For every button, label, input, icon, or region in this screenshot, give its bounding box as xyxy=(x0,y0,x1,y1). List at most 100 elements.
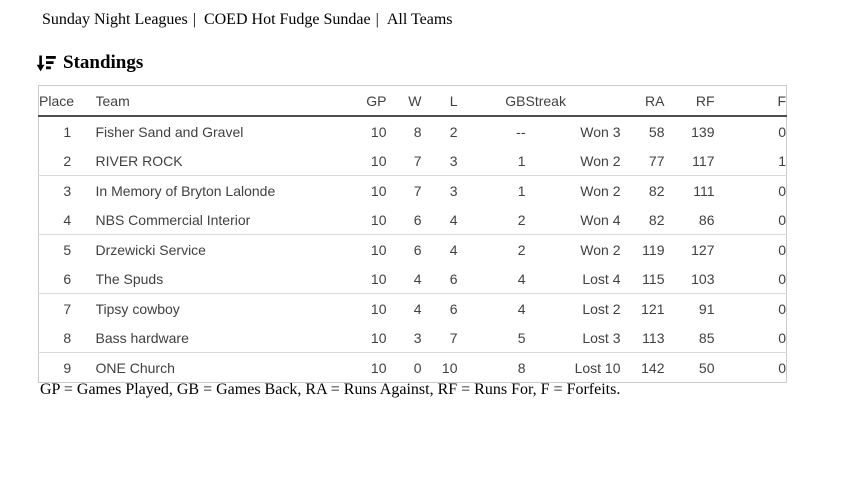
table-row: 7 Tipsy cowboy 10 4 6 4 Lost 2 121 91 0 xyxy=(39,294,787,324)
cell-f: 0 xyxy=(778,300,786,317)
cell-gp: 10 xyxy=(370,300,387,317)
breadcrumb-league: Sunday Night Leagues xyxy=(42,11,188,28)
cell-team: The Spuds xyxy=(95,264,341,294)
cell-streak: Lost 4 xyxy=(525,264,621,294)
cell-w: 7 xyxy=(413,182,422,199)
cell-streak: Won 2 xyxy=(580,182,621,199)
cell-place: 3 xyxy=(63,182,72,199)
cell-team: Fisher Sand and Gravel xyxy=(95,123,244,140)
column-header-gp: GP xyxy=(340,85,387,117)
cell-gb: 1 xyxy=(457,146,526,176)
cell-ra: 119 xyxy=(642,241,665,258)
sort-descending-icon xyxy=(36,55,56,72)
table-header-row: Place Team GP W L GB Streak RA RF F xyxy=(38,85,787,117)
cell-streak: Won 4 xyxy=(525,205,621,235)
cell-streak: Lost 2 xyxy=(582,300,621,317)
cell-l: 10 xyxy=(441,359,458,376)
cell-l: 2 xyxy=(449,123,458,140)
cell-gp: 10 xyxy=(340,205,387,235)
cell-w: 3 xyxy=(386,323,422,353)
cell-gp: 10 xyxy=(370,359,387,376)
breadcrumb-separator: | xyxy=(192,11,196,28)
cell-team: In Memory of Bryton Lalonde xyxy=(95,182,276,199)
cell-gb: 2 xyxy=(517,241,526,258)
cell-ra: 115 xyxy=(620,264,665,294)
cell-team: RIVER ROCK xyxy=(95,146,341,176)
cell-gb: 4 xyxy=(517,300,526,317)
cell-f: 0 xyxy=(778,123,786,140)
table-row: 6 The Spuds 10 4 6 4 Lost 4 115 103 0 xyxy=(38,264,787,294)
cell-team: Drzewicki Service xyxy=(95,241,206,258)
cell-team: Bass hardware xyxy=(95,323,341,353)
cell-l: 4 xyxy=(421,205,458,235)
column-header-l: L xyxy=(421,85,458,117)
column-header-gb: GB xyxy=(457,85,526,117)
cell-f: 0 xyxy=(778,359,786,376)
cell-streak: Lost 10 xyxy=(574,359,621,376)
cell-gp: 10 xyxy=(370,123,387,140)
cell-w: 6 xyxy=(413,241,422,258)
cell-rf: 91 xyxy=(698,300,715,317)
breadcrumb-division: COED Hot Fudge Sundae xyxy=(203,11,371,28)
cell-f: 0 xyxy=(778,182,786,199)
standings-title: Standings xyxy=(63,52,144,73)
cell-l: 3 xyxy=(449,182,458,199)
cell-team: ONE Church xyxy=(95,359,175,376)
column-header-team: Team xyxy=(95,85,341,117)
cell-rf: 103 xyxy=(664,264,715,294)
column-header-streak: Streak xyxy=(525,85,621,117)
cell-team: Tipsy cowboy xyxy=(95,300,180,317)
cell-ra: 121 xyxy=(641,300,665,317)
table-row: 5 Drzewicki Service 10 6 4 2 Won 2 119 127 0 xyxy=(39,235,787,265)
cell-ra: 113 xyxy=(620,323,665,353)
standings-table: Place Team GP W L GB Streak RA RF F 1 Fis… xyxy=(38,85,787,383)
standings-heading: Standings xyxy=(36,52,143,74)
cell-gb: 5 xyxy=(457,323,526,353)
table-row: 8 Bass hardware 10 3 7 5 Lost 3 113 85 0 xyxy=(38,323,787,353)
cell-rf: 86 xyxy=(664,205,715,235)
column-header-ra: RA xyxy=(620,85,665,117)
cell-place: 2 xyxy=(38,146,96,176)
table-row: 2 RIVER ROCK 10 7 3 1 Won 2 77 117 1 xyxy=(38,146,787,176)
cell-gp: 10 xyxy=(340,146,387,176)
cell-gp: 10 xyxy=(340,264,387,294)
column-header-f: F xyxy=(714,85,787,117)
cell-streak: Won 3 xyxy=(580,123,621,140)
cell-gb: 4 xyxy=(457,264,526,294)
breadcrumb: Sunday Night Leagues | COED Hot Fudge Sund… xyxy=(42,11,453,29)
cell-ra: 58 xyxy=(648,123,665,140)
cell-streak: Lost 3 xyxy=(525,323,621,353)
cell-w: 4 xyxy=(386,264,422,294)
cell-l: 6 xyxy=(421,264,458,294)
cell-ra: 142 xyxy=(641,359,665,376)
cell-w: 8 xyxy=(413,123,422,140)
cell-gb: 1 xyxy=(517,182,526,199)
cell-place: 4 xyxy=(38,205,96,235)
cell-team: NBS Commercial Interior xyxy=(95,205,341,235)
cell-l: 6 xyxy=(449,300,458,317)
table-row: 9 ONE Church 10 0 10 8 Lost 10 142 50 0 xyxy=(39,353,787,383)
cell-w: 0 xyxy=(413,359,422,376)
cell-rf: 111 xyxy=(693,182,715,199)
cell-gb: 8 xyxy=(517,359,526,376)
cell-ra: 82 xyxy=(648,182,665,199)
cell-place: 8 xyxy=(38,323,96,353)
cell-rf: 139 xyxy=(691,123,715,140)
cell-gp: 10 xyxy=(340,323,387,353)
cell-gp: 10 xyxy=(370,241,387,258)
table-row: 4 NBS Commercial Interior 10 6 4 2 Won 4 82 86 0 xyxy=(38,205,787,235)
cell-place: 9 xyxy=(63,359,72,376)
column-header-w: W xyxy=(386,85,422,117)
column-header-rf: RF xyxy=(664,85,715,117)
cell-l: 4 xyxy=(449,241,458,258)
cell-gp: 10 xyxy=(370,182,387,199)
cell-place: 7 xyxy=(63,300,72,317)
cell-f: 1 xyxy=(714,146,787,176)
cell-streak: Won 2 xyxy=(525,146,621,176)
column-header-place: Place xyxy=(38,85,96,117)
cell-rf: 127 xyxy=(691,241,715,258)
cell-rf: 117 xyxy=(664,146,715,176)
cell-gb: 2 xyxy=(457,205,526,235)
cell-f: 0 xyxy=(714,323,787,353)
cell-w: 7 xyxy=(386,146,422,176)
